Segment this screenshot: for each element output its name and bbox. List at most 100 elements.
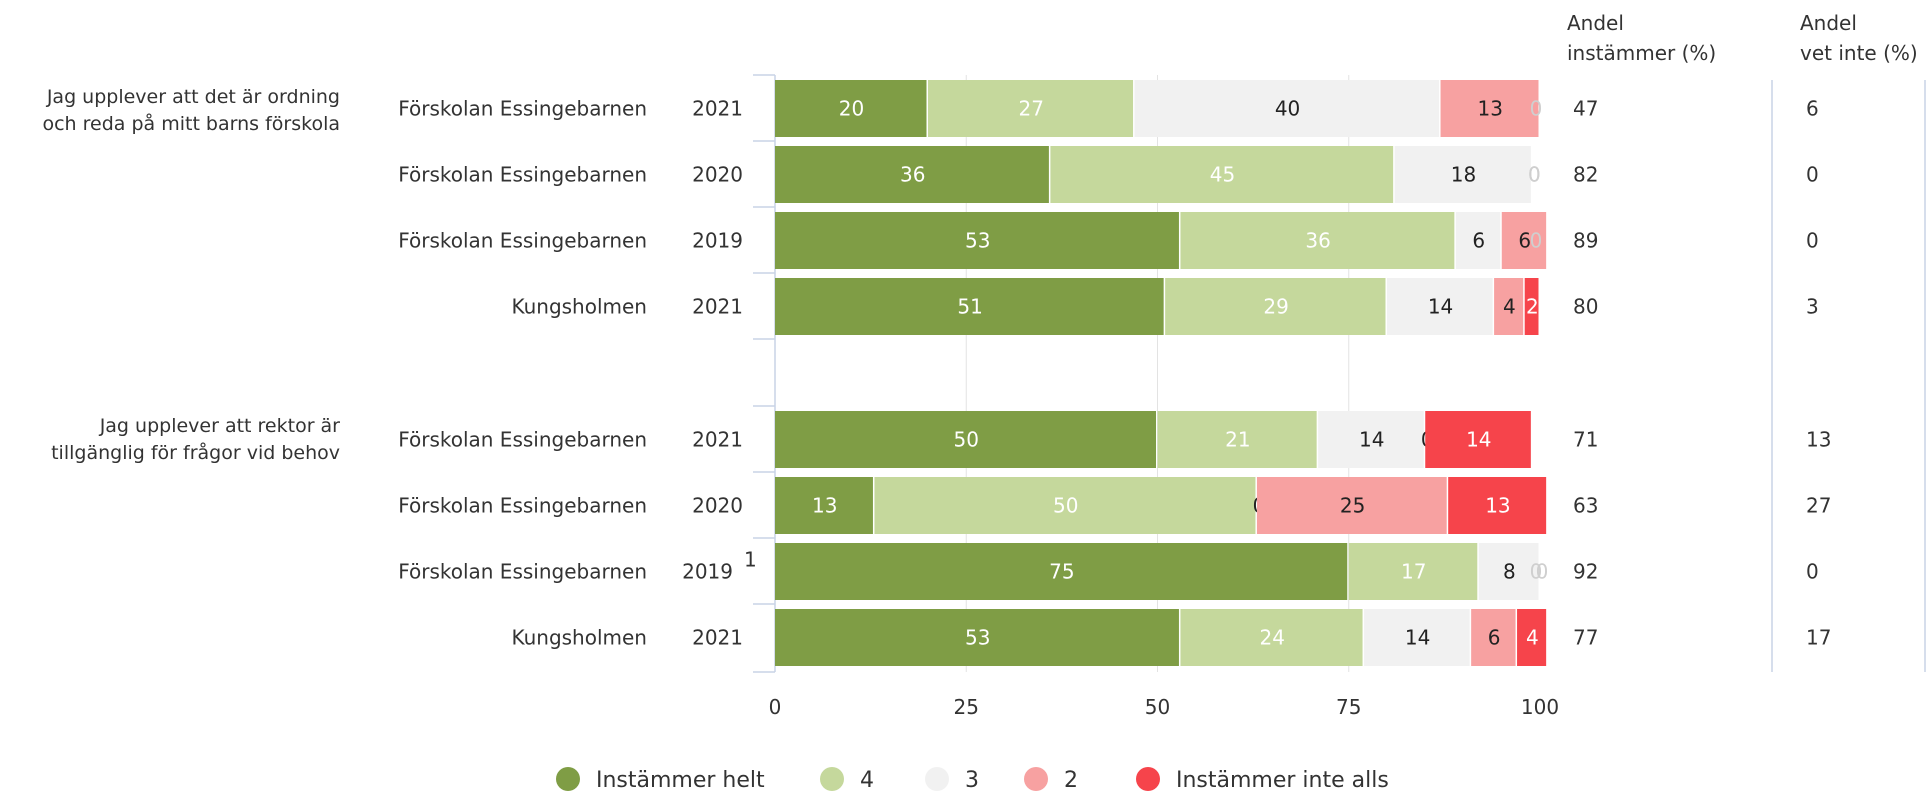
- legend-swatch: [556, 767, 580, 791]
- bar-data-label: 24: [1260, 626, 1285, 650]
- bar-segment: [775, 609, 1179, 666]
- bar-data-label: 36: [1305, 229, 1330, 253]
- agree-share-value: 47: [1573, 97, 1598, 121]
- row-unit-label: Kungsholmen: [511, 626, 647, 650]
- legend-item: 3: [925, 767, 979, 792]
- bar-segment: [1494, 278, 1524, 335]
- bar-segment: [1524, 278, 1539, 335]
- agree-share-value: 77: [1573, 626, 1598, 650]
- legend-item: Instämmer inte alls: [1136, 767, 1389, 792]
- bar-segment: [1501, 212, 1547, 269]
- bar-data-label: 36: [900, 163, 925, 187]
- bar-data-label: 13: [812, 494, 837, 518]
- bar-segment: [1517, 609, 1547, 666]
- bar-data-label: 0: [1536, 560, 1549, 584]
- row-year-label: 2021: [692, 295, 743, 319]
- question-group: Jag upplever att det är ordning och reda …: [42, 80, 1819, 335]
- legend-swatch: [1136, 767, 1160, 791]
- bar-data-label: 40: [1275, 97, 1300, 121]
- bar-row: Förskolan Essingebarnen 2020 36 45 18 00 82 0: [398, 146, 1819, 203]
- bar-segment: [775, 212, 1179, 269]
- bar-data-label: 50: [954, 428, 979, 452]
- bar-row: Förskolan Essingebarnen20215021140147113: [398, 411, 1831, 468]
- bar-data-label: 2: [1526, 295, 1539, 319]
- bar-row: Förskolan Essingebarnen 2019 1 75 17 8 00 92 0: [398, 543, 1819, 600]
- bar-segment: [775, 411, 1156, 468]
- legend-item: 4: [820, 767, 874, 792]
- bar-segment: [1050, 146, 1394, 203]
- legend-label: Instämmer inte alls: [1176, 768, 1389, 792]
- question-label: Jag upplever att rektor är tillgänglig fö…: [51, 415, 340, 464]
- bar-segment: [775, 146, 1049, 203]
- x-axis: 0 25 50 75 100: [769, 695, 1559, 719]
- row-year-label: 2020: [692, 163, 743, 187]
- legend-swatch: [925, 767, 949, 791]
- question-group: Jag upplever att rektor är tillgänglig fö…: [51, 411, 1831, 666]
- bar-segment: [1256, 477, 1447, 534]
- dontknow-share-value: 0: [1806, 229, 1819, 253]
- x-tick-label: 75: [1336, 695, 1361, 719]
- dontknow-share-value: 6: [1806, 97, 1819, 121]
- bar-data-label: 8: [1503, 560, 1516, 584]
- bar-data-label: 14: [1428, 295, 1453, 319]
- legend-item: 2: [1024, 767, 1078, 792]
- row-year-label: 2021: [692, 428, 743, 452]
- bar-segment: [775, 278, 1164, 335]
- bar-data-label: 0: [1530, 229, 1543, 253]
- dontknow-share-value: 0: [1806, 560, 1819, 584]
- row-unit-label: Förskolan Essingebarnen: [398, 229, 647, 253]
- bar-row: Kungsholmen 2021 53 24 14 6 4 77 17: [511, 609, 1831, 666]
- dontknow-share-value: 27: [1806, 494, 1831, 518]
- agree-share-value: 92: [1573, 560, 1598, 584]
- agree-share-value: 63: [1573, 494, 1598, 518]
- legend-label: 2: [1064, 768, 1078, 792]
- bar-segment: [1478, 543, 1539, 600]
- row-year-footnote: 1: [744, 548, 757, 572]
- bar-data-label: 4: [1503, 295, 1516, 319]
- bar-data-label: 0: [1530, 97, 1543, 121]
- bar-segment: [1364, 609, 1470, 666]
- bar-segment: [1165, 278, 1386, 335]
- column-header-dontknow: Andel vet inte (%): [1800, 11, 1918, 65]
- dontknow-share-value: 17: [1806, 626, 1831, 650]
- bar-segment: [1180, 609, 1363, 666]
- bar-data-label: 14: [1405, 626, 1430, 650]
- dontknow-share-value: 0: [1806, 163, 1819, 187]
- bar-segment: [1387, 278, 1493, 335]
- bar-data-label: 29: [1263, 295, 1288, 319]
- bar-data-label: 20: [839, 97, 864, 121]
- bar-data-label: 6: [1488, 626, 1501, 650]
- bar-segment: [1455, 212, 1501, 269]
- bar-data-label: 45: [1210, 163, 1235, 187]
- bar-segment: [775, 477, 873, 534]
- bar-segment: [1157, 411, 1317, 468]
- y-axis: [753, 74, 776, 673]
- bar-row: Kungsholmen 2021 51 29 14 4 2 80 3: [511, 278, 1819, 335]
- bar-data-label: 21: [1225, 428, 1250, 452]
- bar-data-label: 53: [965, 626, 990, 650]
- bar-data-label: 13: [1478, 97, 1503, 121]
- bar-segment: [1134, 80, 1440, 137]
- bar-data-label: 0: [1528, 163, 1541, 187]
- row-year-label: 2020: [692, 494, 743, 518]
- bar-data-label: 13: [1485, 494, 1510, 518]
- bar-row: Förskolan Essingebarnen 2019 53 36 6 60 89 0: [398, 212, 1819, 269]
- bar-segment: [1394, 146, 1531, 203]
- bar-data-label: 4: [1526, 626, 1539, 650]
- legend-label: 4: [860, 768, 874, 792]
- row-unit-label: Kungsholmen: [511, 295, 647, 319]
- row-unit-label: Förskolan Essingebarnen: [398, 428, 647, 452]
- bar-data-label: 0: [1528, 163, 1541, 187]
- bar-segment: [1471, 609, 1516, 666]
- row-unit-label: Förskolan Essingebarnen: [398, 560, 647, 584]
- bar-data-label: 27: [1019, 97, 1044, 121]
- legend-label: 3: [965, 768, 979, 792]
- dontknow-share-value: 13: [1806, 428, 1831, 452]
- bar-data-label: 50: [1053, 494, 1078, 518]
- row-year-label: 2021: [692, 626, 743, 650]
- bar-data-label: 51: [957, 295, 982, 319]
- agree-share-value: 89: [1573, 229, 1598, 253]
- legend-item: Instämmer helt: [556, 767, 765, 792]
- agree-share-value: 82: [1573, 163, 1598, 187]
